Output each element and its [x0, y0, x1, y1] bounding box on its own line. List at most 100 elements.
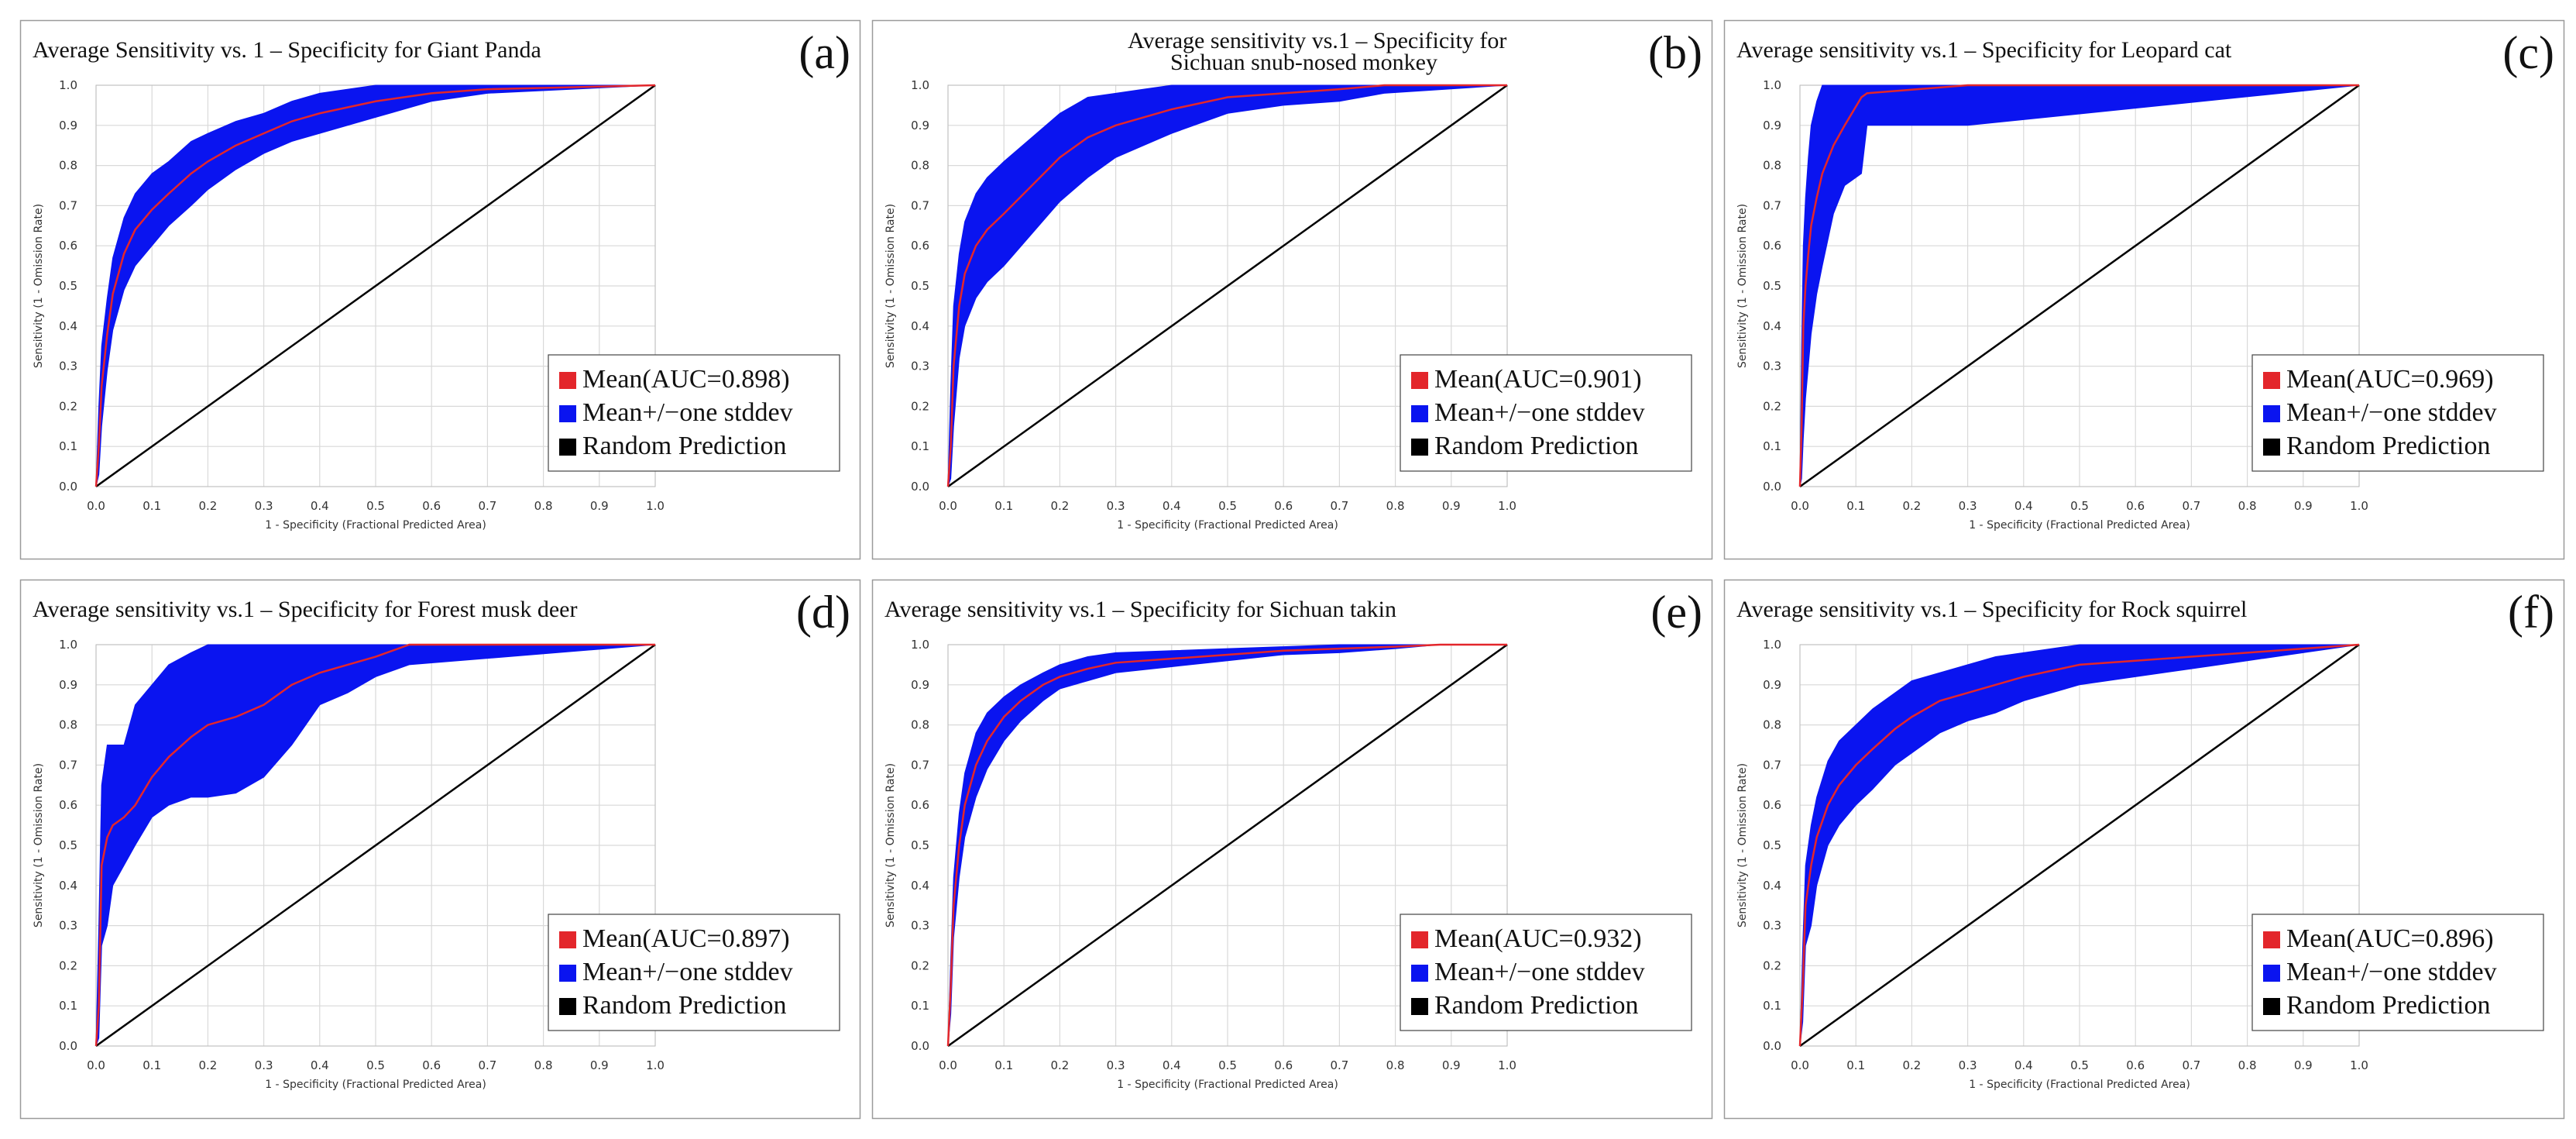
random-prediction-line — [95, 84, 656, 488]
x-tick-label: 0.8 — [534, 1058, 553, 1072]
x-tick-label: 0.4 — [2014, 1058, 2033, 1072]
panel-label: (e) — [1650, 587, 1702, 638]
y-tick-label: 0.4 — [59, 319, 77, 333]
legend-mean-label: Mean(AUC=0.901) — [1434, 365, 1642, 394]
legend-random-swatch — [559, 998, 576, 1015]
y-tick-label: 0.8 — [59, 159, 77, 173]
y-tick-label: 0.9 — [1763, 119, 1781, 132]
x-tick-label: 1.0 — [1498, 499, 1516, 513]
legend-box — [548, 354, 840, 472]
x-tick-label: 0.5 — [366, 1058, 385, 1072]
x-axis-label: 1 - Specificity (Fractional Predicted Ar… — [1969, 1079, 2190, 1091]
x-tick-label: 0.3 — [1959, 1058, 1977, 1072]
y-tick-label: 0.3 — [1763, 360, 1781, 373]
x-tick-label: 1.0 — [2350, 1058, 2368, 1072]
x-tick-label: 0.6 — [422, 1058, 441, 1072]
legend-stddev-swatch — [2263, 965, 2280, 982]
legend-stddev-label: Mean+/−one stddev — [1434, 398, 1645, 427]
x-tick-label: 0.3 — [255, 1058, 273, 1072]
stddev-band — [947, 644, 1507, 1047]
x-tick-label: 0.8 — [2238, 499, 2257, 513]
y-tick-label: 0.7 — [911, 198, 929, 212]
y-tick-label: 0.8 — [1763, 718, 1781, 732]
chart-title: Average sensitivity vs.1 – Specificity f… — [884, 597, 1396, 622]
y-tick-label: 0.6 — [59, 798, 77, 812]
legend-box — [1400, 354, 1692, 472]
x-tick-label: 0.1 — [143, 499, 161, 513]
chart-title-line2: Sichuan snub-nosed monkey — [1170, 50, 1437, 75]
legend-random-label: Random Prediction — [582, 432, 786, 460]
x-tick-label: 0.0 — [939, 1058, 957, 1072]
y-tick-label: 0.1 — [59, 999, 77, 1013]
y-tick-label: 0.0 — [59, 1039, 77, 1053]
panel-label: (a) — [799, 27, 850, 78]
x-axis-label: 1 - Specificity (Fractional Predicted Ar… — [1117, 1079, 1338, 1091]
legend-box — [1400, 914, 1692, 1031]
y-tick-label: 0.9 — [59, 119, 77, 132]
x-tick-label: 0.2 — [1902, 499, 1921, 513]
panel-3: Average sensitivity vs.1 – Specificity f… — [1723, 19, 2565, 560]
y-tick-label: 0.7 — [911, 758, 929, 772]
x-tick-label: 0.2 — [1050, 499, 1069, 513]
legend: Mean(AUC=0.896) Mean+/−one stddev Random P… — [2251, 914, 2544, 1031]
y-tick-label: 1.0 — [59, 78, 77, 92]
x-tick-label: 0.3 — [1107, 499, 1125, 513]
panel-4: Average sensitivity vs.1 – Specificity f… — [19, 579, 861, 1120]
chart-title: Average sensitivity vs.1 – Specificity f… — [1128, 28, 1506, 53]
y-tick-label: 0.9 — [1763, 678, 1781, 692]
y-tick-label: 0.6 — [1763, 798, 1781, 812]
y-tick-label: 0.5 — [911, 838, 929, 852]
x-tick-label: 0.3 — [1959, 499, 1977, 513]
legend-mean-swatch — [1411, 931, 1428, 948]
x-tick-label: 0.8 — [1386, 1058, 1405, 1072]
legend-stddev-swatch — [1411, 965, 1428, 982]
x-tick-label: 0.6 — [2126, 1058, 2145, 1072]
chart-title: Average sensitivity vs.1 – Specificity f… — [1736, 597, 2247, 622]
y-tick-label: 0.4 — [911, 879, 929, 893]
y-tick-label: 0.2 — [1763, 399, 1781, 413]
y-axis-label: Sensitivity (1 - Omission Rate) — [33, 204, 45, 368]
random-prediction-line — [947, 84, 1508, 488]
y-axis-label: Sensitivity (1 - Omission Rate) — [884, 763, 897, 927]
y-tick-label: 0.5 — [911, 279, 929, 293]
panel-label: (c) — [2502, 27, 2554, 78]
x-tick-label: 0.2 — [198, 1058, 217, 1072]
y-tick-label: 1.0 — [1763, 638, 1781, 652]
y-axis-label: Sensitivity (1 - Omission Rate) — [884, 204, 897, 368]
y-tick-label: 0.7 — [59, 758, 77, 772]
y-tick-label: 0.1 — [1763, 999, 1781, 1013]
y-tick-label: 0.9 — [911, 119, 929, 132]
x-tick-label: 0.5 — [2070, 1058, 2089, 1072]
y-tick-label: 0.2 — [911, 958, 929, 972]
legend-stddev-swatch — [559, 965, 576, 982]
legend: Mean(AUC=0.898) Mean+/−one stddev Random P… — [548, 354, 840, 472]
x-tick-label: 0.9 — [590, 499, 609, 513]
legend-box — [548, 914, 840, 1031]
legend-random-label: Random Prediction — [1434, 432, 1638, 460]
legend-mean-swatch — [2263, 372, 2280, 389]
x-tick-label: 0.9 — [1442, 1058, 1461, 1072]
legend-mean-label: Mean(AUC=0.898) — [582, 365, 790, 394]
x-tick-label: 0.6 — [1274, 1058, 1293, 1072]
legend-random-swatch — [1411, 998, 1428, 1015]
legend-random-label: Random Prediction — [2286, 432, 2490, 460]
y-tick-label: 0.7 — [1763, 758, 1781, 772]
legend-mean-swatch — [1411, 372, 1428, 389]
legend-stddev-swatch — [1411, 405, 1428, 422]
y-tick-label: 0.0 — [1763, 1039, 1781, 1053]
y-tick-label: 0.0 — [1763, 480, 1781, 494]
random-prediction-line — [95, 643, 656, 1048]
x-tick-label: 0.8 — [1386, 499, 1405, 513]
mean-roc-line — [946, 84, 1507, 487]
x-tick-label: 0.0 — [939, 499, 957, 513]
y-axis-label: Sensitivity (1 - Omission Rate) — [1736, 204, 1749, 368]
panel-label: (d) — [796, 587, 850, 638]
y-tick-label: 0.4 — [1763, 879, 1781, 893]
x-tick-label: 0.9 — [590, 1058, 609, 1072]
y-tick-label: 0.6 — [59, 239, 77, 253]
x-tick-label: 0.7 — [1330, 1058, 1348, 1072]
x-tick-label: 0.5 — [1218, 1058, 1237, 1072]
x-tick-label: 0.0 — [1791, 1058, 1809, 1072]
x-axis-label: 1 - Specificity (Fractional Predicted Ar… — [1969, 519, 2190, 532]
